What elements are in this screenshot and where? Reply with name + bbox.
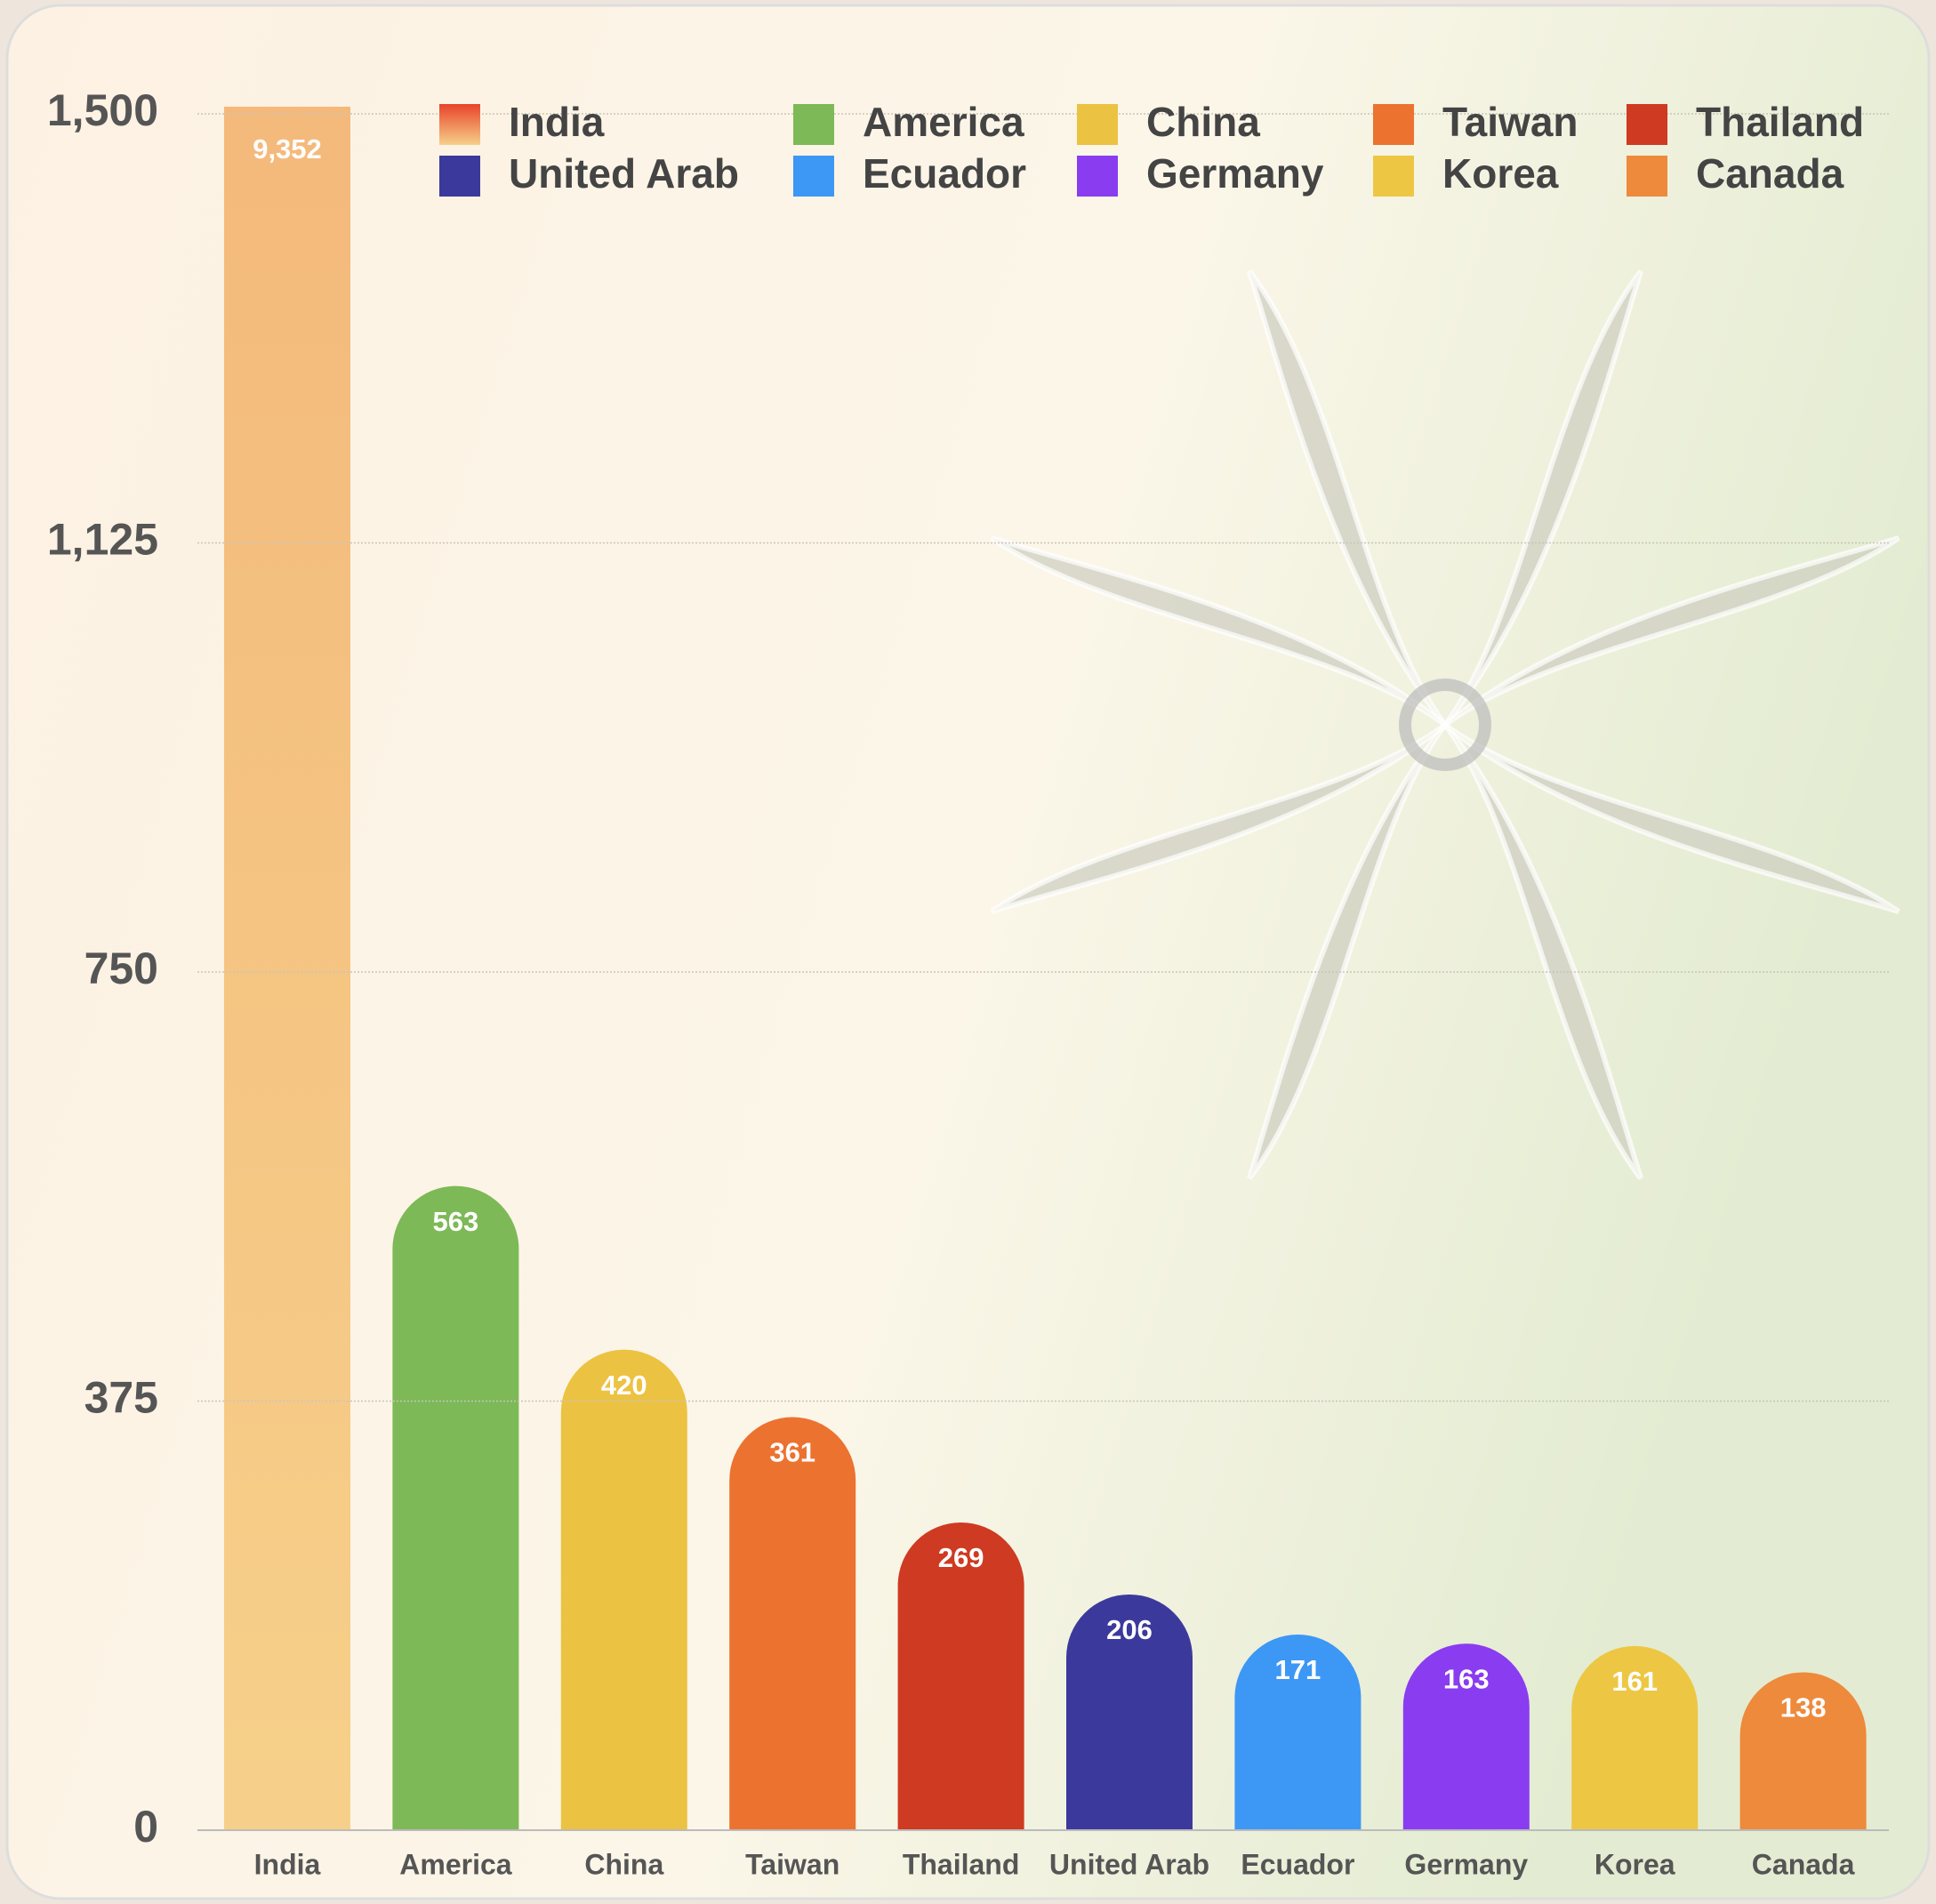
y-tick-label: 750	[84, 944, 158, 993]
legend-label: India	[509, 99, 605, 145]
bar	[224, 107, 350, 1830]
value-label: 163	[1443, 1663, 1490, 1694]
legend-label: Taiwan	[1442, 99, 1579, 145]
x-tick-label: India	[254, 1848, 321, 1880]
x-tick-label: America	[399, 1848, 512, 1880]
x-tick-label: Canada	[1752, 1848, 1855, 1880]
x-tick-label: United Arab	[1049, 1848, 1209, 1880]
value-label: 171	[1275, 1654, 1321, 1685]
value-label: 269	[938, 1542, 984, 1573]
x-tick-label: Korea	[1595, 1848, 1675, 1880]
value-label: 206	[1106, 1614, 1153, 1645]
bar	[1066, 1594, 1193, 1830]
value-label: 361	[769, 1437, 815, 1468]
legend-swatch	[1077, 104, 1118, 145]
legend-label: Germany	[1146, 150, 1324, 197]
value-label: 161	[1611, 1666, 1658, 1697]
bar	[1234, 1634, 1362, 1830]
legend-swatch	[1627, 156, 1667, 197]
bar	[560, 1349, 687, 1830]
legend-swatch	[793, 156, 834, 197]
x-tick-label: China	[584, 1848, 663, 1880]
legend-swatch	[439, 156, 480, 197]
x-tick-label: Germany	[1404, 1848, 1528, 1880]
plot	[224, 107, 1867, 1830]
y-tick-label: 1,500	[47, 85, 158, 135]
flower-decoration	[990, 269, 1900, 1180]
legend-swatch	[793, 104, 834, 145]
x-tick-label: Thailand	[903, 1848, 1020, 1880]
bar	[729, 1417, 856, 1830]
bar	[1402, 1643, 1530, 1830]
bar	[1571, 1645, 1699, 1830]
value-label: 9,352	[253, 133, 322, 165]
legend-swatch	[1373, 104, 1414, 145]
legend-label: China	[1146, 99, 1260, 145]
legend-label: United Arab	[509, 150, 739, 197]
value-label: 138	[1780, 1692, 1827, 1723]
legend-label: Thailand	[1696, 99, 1864, 145]
legend-label: Canada	[1696, 150, 1844, 197]
legend-swatch	[439, 104, 480, 145]
legend-label: America	[863, 99, 1024, 145]
y-tick-label: 375	[84, 1373, 158, 1423]
x-tick-label: Taiwan	[745, 1848, 839, 1880]
x-tick-label: Ecuador	[1241, 1848, 1354, 1880]
legend-label: Ecuador	[863, 150, 1026, 197]
value-label: 420	[601, 1370, 647, 1401]
bar	[1739, 1672, 1867, 1830]
bar	[392, 1185, 519, 1830]
legend-swatch	[1373, 156, 1414, 197]
y-tick-label: 0	[133, 1802, 158, 1852]
value-label: 563	[433, 1206, 479, 1237]
legend-label: Korea	[1442, 150, 1559, 197]
legend-swatch	[1077, 156, 1118, 197]
legend-swatch	[1627, 104, 1667, 145]
y-tick-label: 1,125	[47, 515, 158, 565]
bar	[897, 1522, 1024, 1830]
